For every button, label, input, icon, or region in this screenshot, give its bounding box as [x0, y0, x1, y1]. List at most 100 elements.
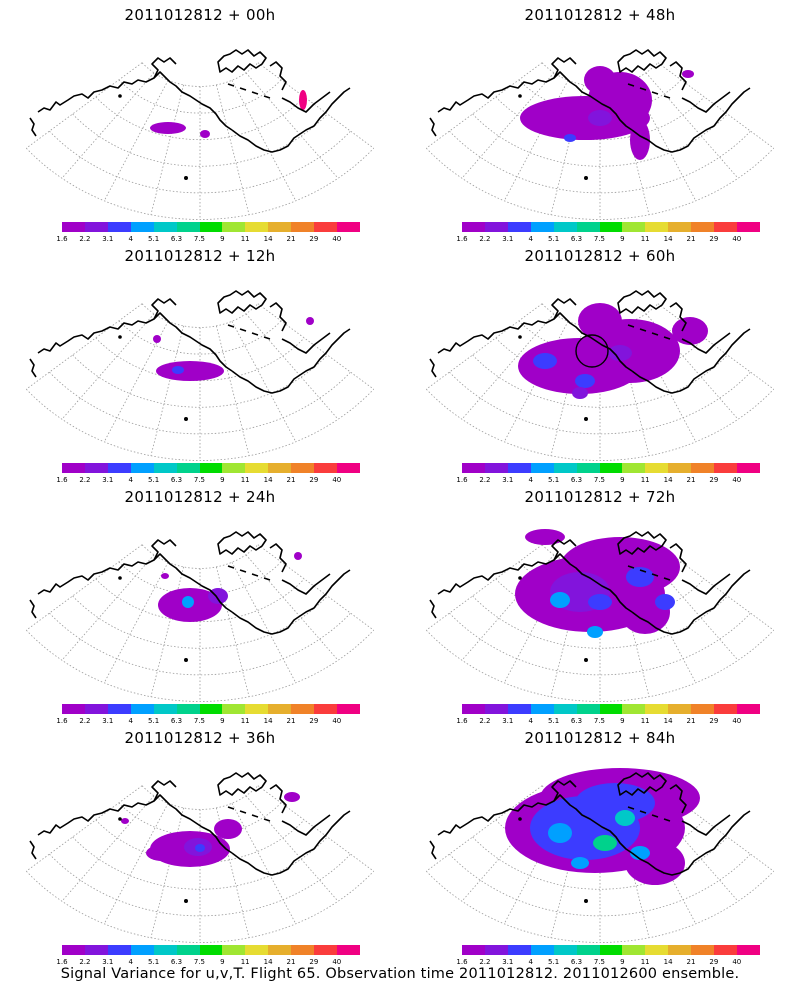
colorbar-swatch — [222, 945, 246, 955]
colorbar-label: 6.3 — [170, 235, 183, 243]
variance-contour — [630, 846, 650, 860]
variance-contour — [564, 134, 576, 142]
colorbar-label: 4 — [128, 235, 133, 243]
polar-map — [426, 290, 774, 461]
colorbar-label: 9 — [620, 717, 625, 725]
colorbar-swatch — [84, 945, 108, 955]
colorbar-swatch — [337, 222, 360, 232]
colorbar-label: 7.5 — [193, 958, 205, 966]
colorbar-swatch — [153, 463, 177, 473]
colorbar-swatch — [714, 463, 738, 473]
coastlines — [29, 772, 351, 904]
colorbar-label: 11 — [640, 958, 650, 966]
graticule — [26, 303, 374, 461]
colorbar-label: 9 — [220, 717, 225, 725]
colorbar-swatch — [176, 704, 200, 714]
colorbar-label: 14 — [263, 717, 273, 725]
variance-contour — [572, 387, 588, 399]
colorbar-swatch — [530, 463, 554, 473]
colorbar-swatch — [268, 463, 292, 473]
map-panel-p72: 2011012812 + 72h 1.6 2.2 3.1 4 5.1 6.3 7.5 9 11 14… — [400, 482, 800, 725]
colorbar-swatch — [668, 463, 692, 473]
variance-field — [520, 66, 694, 160]
graticule — [26, 544, 374, 702]
variance-contour — [550, 592, 570, 608]
colorbar-label: 6.3 — [170, 958, 183, 966]
colorbar-swatch — [199, 463, 223, 473]
colorbar-swatch — [691, 222, 715, 232]
colorbar-label: 11 — [640, 476, 650, 484]
colorbar-swatch — [314, 945, 338, 955]
variance-contour — [571, 857, 589, 869]
colorbar-label: 6.3 — [570, 235, 583, 243]
variance-field — [158, 552, 302, 622]
map-panel-p00: 2011012812 + 00h 1.6 2.2 3.1 4 5.1 6.3 7.5 9 11 14… — [0, 0, 400, 243]
colorbar-label: 2.2 — [79, 235, 91, 243]
colorbar-label: 4 — [128, 958, 133, 966]
colorbar-label: 9 — [620, 476, 625, 484]
colorbar-swatch — [62, 704, 85, 714]
colorbar-swatch — [668, 945, 692, 955]
colorbar-swatch — [576, 945, 600, 955]
variance-contour — [153, 335, 161, 343]
coastlines — [429, 772, 751, 904]
colorbar-swatch — [176, 945, 200, 955]
colorbar-swatch — [714, 945, 738, 955]
map-panel-p84: 2011012812 + 84h 1.6 2.2 3.1 4 5.1 6.3 7.5 9 11 14… — [400, 723, 800, 966]
colorbar-swatch — [62, 945, 85, 955]
colorbar-label: 29 — [709, 476, 719, 484]
colorbar-swatch — [507, 463, 531, 473]
variance-contour — [682, 70, 694, 78]
variance-contour — [608, 345, 632, 361]
map-panel-p60: 2011012812 + 60h 1.6 2.2 3.1 4 5.1 6.3 7.5 9 11 14… — [400, 241, 800, 484]
variance-contour — [533, 353, 557, 369]
colorbar — [462, 463, 760, 473]
colorbar-swatch — [507, 704, 531, 714]
colorbar-label: 40 — [332, 958, 342, 966]
colorbar-label: 7.5 — [193, 235, 205, 243]
variance-contour — [593, 835, 617, 851]
colorbar-swatch — [245, 704, 269, 714]
colorbar-swatch — [645, 945, 669, 955]
panel-title: 2011012812 + 36h — [124, 729, 276, 747]
colorbar-label: 9 — [620, 958, 625, 966]
colorbar-swatch — [599, 463, 623, 473]
colorbar-swatch — [691, 463, 715, 473]
colorbar-swatch — [484, 222, 508, 232]
colorbar-labels: 1.6 2.2 3.1 4 5.1 6.3 7.5 9 11 14 21 29 40 — [54, 958, 374, 968]
colorbar-swatch — [462, 463, 485, 473]
colorbar-swatch — [245, 463, 269, 473]
colorbar-label: 21 — [686, 476, 696, 484]
colorbar-swatch — [176, 222, 200, 232]
colorbar-swatch — [222, 222, 246, 232]
polar-map — [26, 772, 374, 943]
colorbar-swatch — [291, 463, 315, 473]
colorbar-swatch — [530, 222, 554, 232]
colorbar-label: 4 — [528, 476, 533, 484]
colorbar-label: 14 — [663, 958, 673, 966]
colorbar-label: 4 — [528, 958, 533, 966]
variance-contour — [630, 120, 650, 160]
colorbar-swatch — [714, 222, 738, 232]
colorbar-label: 3.1 — [102, 476, 114, 484]
colorbar-label: 1.6 — [456, 958, 468, 966]
colorbar-label: 40 — [332, 717, 342, 725]
colorbar-swatch — [291, 704, 315, 714]
colorbar-label: 5.1 — [548, 476, 560, 484]
coastlines — [429, 49, 751, 181]
colorbar-swatch — [553, 463, 577, 473]
colorbar-label: 1.6 — [56, 476, 68, 484]
colorbar-label: 2.2 — [79, 717, 91, 725]
polar-map — [426, 49, 774, 220]
colorbar-swatch — [507, 945, 531, 955]
colorbar-label: 21 — [286, 717, 296, 725]
colorbar-swatch — [645, 222, 669, 232]
colorbar-swatch — [62, 463, 85, 473]
coastlines — [29, 290, 351, 422]
colorbar-label: 6.3 — [170, 476, 183, 484]
variance-contour — [615, 810, 635, 826]
colorbar-swatch — [622, 945, 646, 955]
colorbar-label: 29 — [309, 958, 319, 966]
variance-contour — [195, 844, 205, 852]
colorbar-label: 3.1 — [502, 235, 514, 243]
